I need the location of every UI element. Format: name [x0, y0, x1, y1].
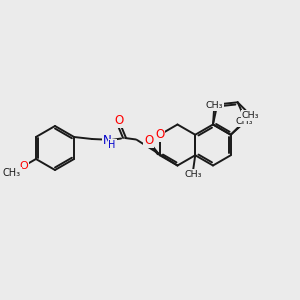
Text: O: O — [144, 134, 153, 147]
Text: O: O — [20, 161, 28, 171]
Text: CH₃: CH₃ — [205, 101, 223, 110]
Text: CH₃: CH₃ — [235, 117, 253, 126]
Text: CH₃: CH₃ — [242, 111, 260, 120]
Text: O: O — [114, 115, 124, 128]
Text: H: H — [108, 140, 116, 150]
Text: CH₃: CH₃ — [3, 168, 21, 178]
Text: O: O — [243, 115, 253, 128]
Text: N: N — [103, 134, 111, 146]
Text: O: O — [155, 128, 164, 141]
Text: CH₃: CH₃ — [184, 170, 202, 179]
